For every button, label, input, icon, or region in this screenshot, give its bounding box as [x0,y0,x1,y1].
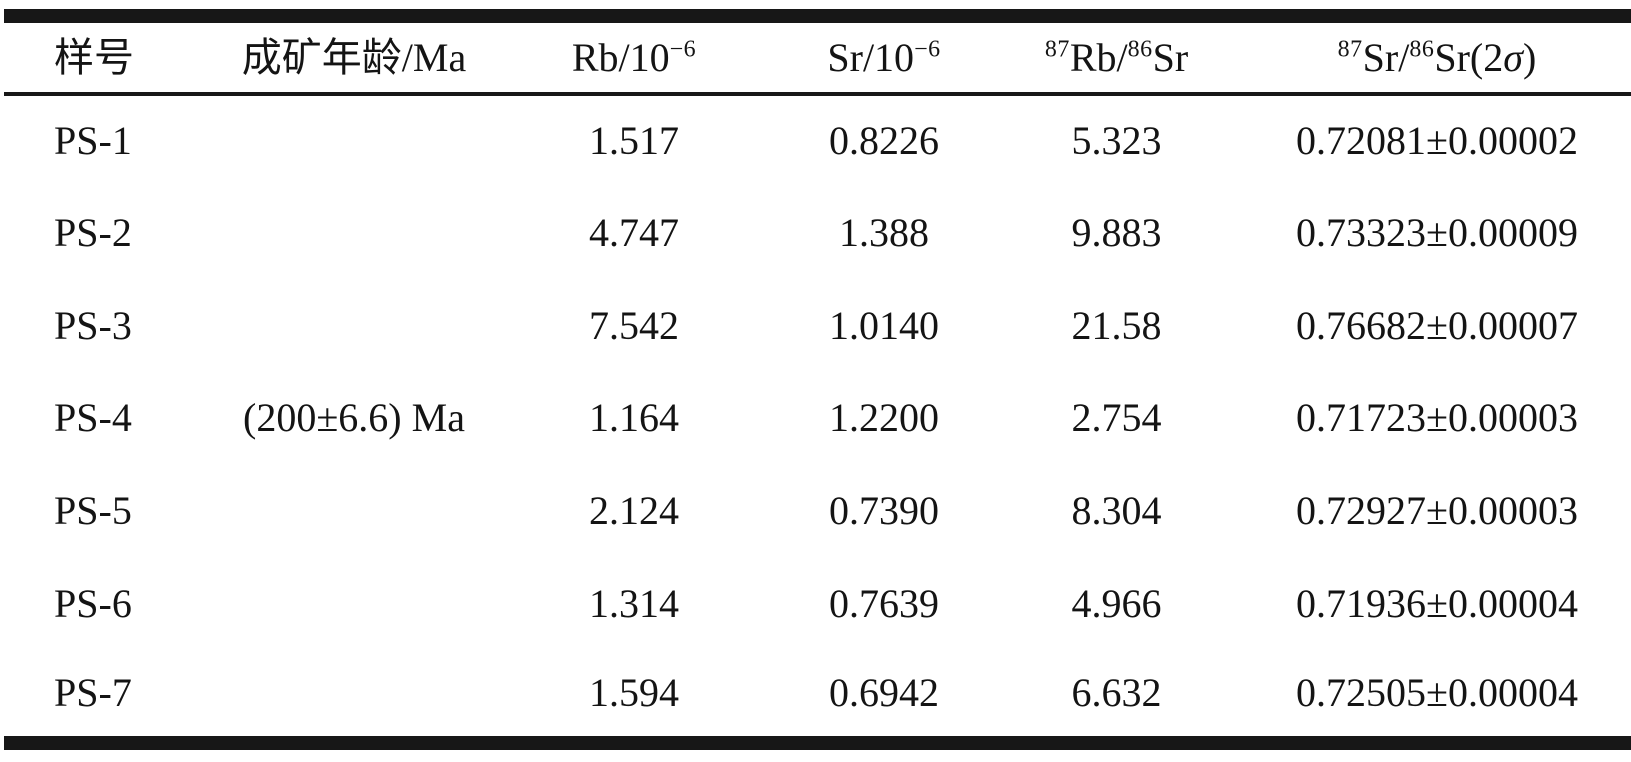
rb-value: 4.747 [589,210,679,256]
header-sr87-sr86-ratio: 87Sr/86Sr(2σ) [1239,16,1631,94]
rb87-sr86-value: 4.966 [1071,580,1162,626]
sr-value: 0.7390 [829,488,939,534]
header-mineralization-age: 成矿年龄/Ma [241,34,467,80]
header-rb-exponent: −6 [669,36,697,63]
sr-value: 0.6942 [829,670,939,716]
sample-id: PS-5 [54,488,132,534]
rb-value: 1.314 [589,580,679,626]
header-rb-base: Rb/10 [571,34,670,80]
table-header: 样号 成矿年龄/Ma Rb/10−6 Sr/10−6 87Rb/86Sr 87S… [4,16,1631,94]
age-cell: (200±6.6) Ma [243,395,465,441]
table-row-ps6: PS-6 1.314 0.7639 4.966 0.71936±0.00004 [4,558,1631,651]
header-sr-exponent: −6 [914,36,941,63]
sr87-sr86-value: 0.73323±0.00009 [1296,210,1578,256]
sr-value: 1.2200 [829,395,939,441]
rb87-sr86-value: 8.304 [1071,488,1162,534]
header-rb-concentration: Rb/10−6 [494,16,774,94]
header-sr87-close-paren: ) [1522,34,1537,80]
table-row-ps1: PS-1 1.517 0.8226 5.323 0.72081±0.00002 [4,94,1631,187]
header-sigma-symbol: σ [1503,34,1523,80]
sr87-sr86-value: 0.71936±0.00004 [1296,580,1578,626]
header-sample-id: 样号 [54,34,134,80]
rb-value: 2.124 [589,488,679,534]
header-sr-concentration: Sr/10−6 [774,16,994,94]
sr87-sr86-value: 0.72081±0.00002 [1296,118,1578,164]
rb-value: 7.542 [589,302,679,348]
header-sr87-end: Sr(2 [1434,34,1504,80]
header-sr-base: Sr/10 [827,34,915,80]
sample-id: PS-3 [54,302,132,348]
table-row-ps4: PS-4 (200±6.6) Ma 1.164 1.2200 2.754 0.7… [4,372,1631,465]
table-row-ps7: PS-7 1.594 0.6942 6.632 0.72505±0.00004 [4,650,1631,743]
sr87-sr86-value: 0.72505±0.00004 [1296,670,1578,716]
table-body: PS-1 1.517 0.8226 5.323 0.72081±0.00002 … [4,94,1631,743]
rb-value: 1.164 [589,395,679,441]
header-rb87-mass2: 86 [1127,36,1153,63]
rb-value: 1.517 [589,118,679,164]
sample-id: PS-6 [54,580,132,626]
header-rb87-end: Sr [1152,34,1189,80]
rb-sr-isotope-table: 样号 成矿年龄/Ma Rb/10−6 Sr/10−6 87Rb/86Sr 87S… [4,9,1631,750]
sample-id: PS-2 [54,210,132,256]
header-sr87-mass1: 87 [1337,36,1363,63]
rb87-sr86-value: 5.323 [1071,118,1162,164]
sample-id: PS-4 [54,395,132,441]
rb87-sr86-value: 6.632 [1071,670,1162,716]
age-cell [214,650,494,743]
sr-value: 1.0140 [829,302,939,348]
header-rb87-mass1: 87 [1044,36,1070,63]
age-cell [214,279,494,372]
sr-value: 0.7639 [829,580,939,626]
rb87-sr86-value: 2.754 [1071,395,1162,441]
age-cell [214,187,494,280]
sr87-sr86-value: 0.71723±0.00003 [1296,395,1578,441]
sr87-sr86-value: 0.72927±0.00003 [1296,488,1578,534]
sample-id: PS-1 [54,118,132,164]
header-row: 样号 成矿年龄/Ma Rb/10−6 Sr/10−6 87Rb/86Sr 87S… [4,16,1631,94]
header-sr87-mid: Sr/ [1362,34,1410,80]
header-rb87-sr86-ratio: 87Rb/86Sr [994,16,1239,94]
rb87-sr86-value: 9.883 [1071,210,1162,256]
age-cell [214,558,494,651]
age-cell [214,94,494,187]
age-cell [214,465,494,558]
table-row-ps3: PS-3 7.542 1.0140 21.58 0.76682±0.00007 [4,279,1631,372]
table-row-ps2: PS-2 4.747 1.388 9.883 0.73323±0.00009 [4,187,1631,280]
sample-id: PS-7 [54,670,132,716]
header-sr87-mass2: 86 [1409,36,1435,63]
sr87-sr86-value: 0.76682±0.00007 [1296,302,1578,348]
header-rb87-mid: Rb/ [1069,34,1128,80]
rb-value: 1.594 [589,670,679,716]
sr-value: 0.8226 [829,118,939,164]
rb87-sr86-value: 21.58 [1071,302,1162,348]
sr-value: 1.388 [839,210,929,256]
table-row-ps5: PS-5 2.124 0.7390 8.304 0.72927±0.00003 [4,465,1631,558]
